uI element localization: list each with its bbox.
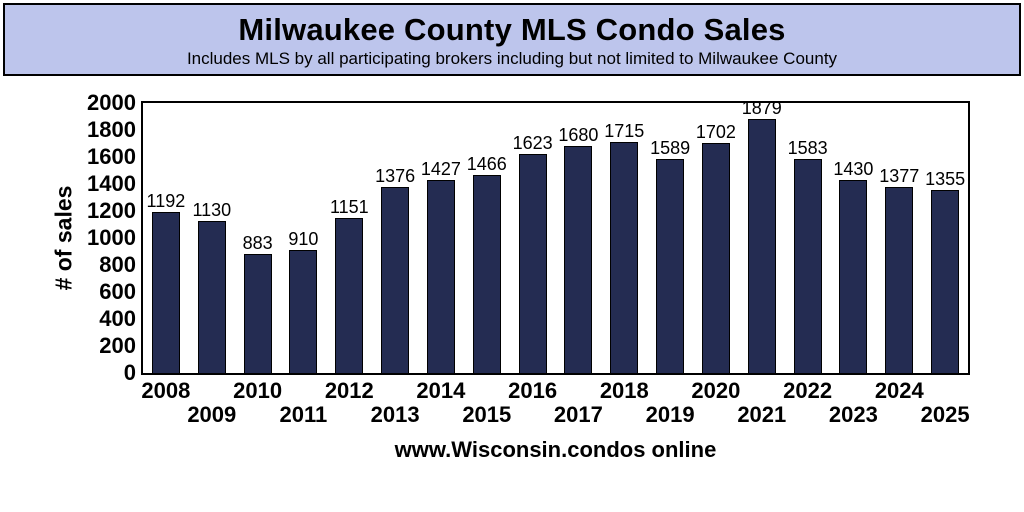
bar-2016 xyxy=(518,153,547,373)
bar-2012 xyxy=(335,217,364,373)
x-tick-label-2023: 2023 xyxy=(828,402,878,427)
bar-value-label-2008: 1192 xyxy=(146,191,186,212)
bar-value-label-2025: 1355 xyxy=(925,169,966,190)
chart-header: Milwaukee County MLS Condo Sales Include… xyxy=(3,3,1021,76)
bar-value-label-2013: 1376 xyxy=(375,166,416,187)
bar-2017 xyxy=(564,146,593,373)
x-tick-label-2020: 2020 xyxy=(691,378,741,403)
bar-value-label-2015: 1466 xyxy=(466,154,507,175)
y-tick-label-800: 800 xyxy=(99,252,136,277)
x-tick-label-2022: 2022 xyxy=(783,378,833,403)
bar-value-label-2023: 1430 xyxy=(833,159,874,179)
bar-value-label-2019: 1589 xyxy=(650,137,691,158)
x-tick-label-2011: 2011 xyxy=(279,402,328,427)
bar-value-label-2014: 1427 xyxy=(420,159,461,180)
x-tick-label-2016: 2016 xyxy=(508,378,558,403)
plot-area: 1192 1130 883 910 1151 1376 1427 1466 1623 1680 17… xyxy=(141,98,970,375)
x-tick-label-2021: 2021 xyxy=(737,402,787,427)
bar-2023 xyxy=(839,180,868,373)
x-tick-label-2014: 2014 xyxy=(416,378,466,403)
bar-value-label-2018: 1715 xyxy=(604,120,645,141)
bar-value-label-2010: 883 xyxy=(242,232,273,253)
bar-2009 xyxy=(197,220,226,373)
bar-value-label-2021: 1879 xyxy=(741,98,782,119)
bar-value-label-2024: 1377 xyxy=(879,166,920,187)
x-tick-label-2025: 2025 xyxy=(920,402,970,427)
x-tick-label-2013: 2013 xyxy=(370,402,420,427)
y-tick-label-2000: 2000 xyxy=(87,90,136,115)
x-tick-label-2015: 2015 xyxy=(462,402,512,427)
x-tick-label-2012: 2012 xyxy=(324,378,374,403)
bar-2025 xyxy=(931,190,960,373)
y-tick-label-1200: 1200 xyxy=(87,198,136,223)
x-tick-label-2024: 2024 xyxy=(874,378,924,403)
bar-2011 xyxy=(289,250,318,373)
x-tick-label-2019: 2019 xyxy=(645,402,695,427)
x-tick-label-2010: 2010 xyxy=(233,378,283,403)
y-tick-label-1000: 1000 xyxy=(87,225,136,250)
x-tick-label-2017: 2017 xyxy=(553,402,603,427)
bar-value-label-2017: 1680 xyxy=(558,125,599,146)
bar-2014 xyxy=(426,180,455,373)
bar-2020 xyxy=(701,143,730,373)
y-tick-label-1800: 1800 xyxy=(87,117,136,142)
bar-2019 xyxy=(656,158,685,373)
bar-2008 xyxy=(151,212,180,373)
x-tick-label-2009: 2009 xyxy=(187,402,237,427)
bar-value-label-2009: 1130 xyxy=(192,199,232,220)
y-tick-label-200: 200 xyxy=(99,333,136,358)
chart-subtitle: Includes MLS by all participating broker… xyxy=(186,49,838,68)
bar-value-label-2016: 1623 xyxy=(512,132,553,153)
footer-caption: www.Wisconsin.condos online xyxy=(394,437,717,462)
bar-value-label-2022: 1583 xyxy=(787,138,828,159)
bar-2013 xyxy=(381,187,410,373)
y-tick-label-1400: 1400 xyxy=(87,171,136,196)
y-tick-label-400: 400 xyxy=(99,306,136,331)
x-tick-label-2018: 2018 xyxy=(599,378,649,403)
y-tick-label-1600: 1600 xyxy=(87,144,136,169)
y-tick-label-600: 600 xyxy=(99,279,136,304)
y-tick-label-0: 0 xyxy=(123,360,136,385)
bar-2022 xyxy=(793,159,822,373)
x-tick-label-2008: 2008 xyxy=(141,378,191,403)
bar-2021 xyxy=(747,119,776,373)
bar-value-label-2020: 1702 xyxy=(695,122,736,143)
bar-2018 xyxy=(610,141,639,373)
bar-2010 xyxy=(243,253,272,373)
bar-value-label-2011: 910 xyxy=(288,229,319,250)
bar-2024 xyxy=(885,187,914,373)
chart-title: Milwaukee County MLS Condo Sales xyxy=(238,12,786,47)
bar-value-label-2012: 1151 xyxy=(329,196,369,217)
bar-2015 xyxy=(472,175,501,373)
